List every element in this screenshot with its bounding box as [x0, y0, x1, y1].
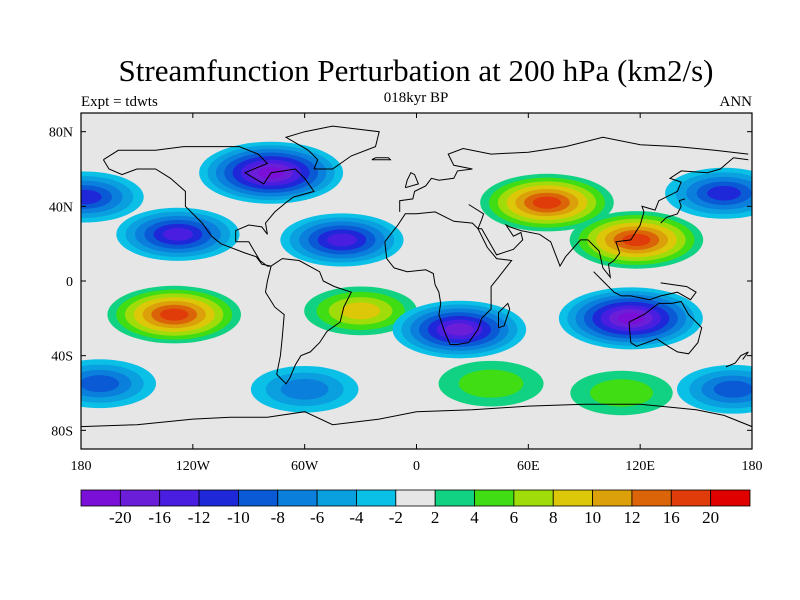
colorbar: -20 -16 -12 -10 -8 -6 -4 -2 2 4 6 8 10 12 16 20 — [80, 489, 751, 527]
colorbar-swatch — [513, 489, 554, 507]
x-tick-label: 60W — [291, 459, 319, 474]
field-feature — [392, 300, 527, 359]
colorbar-swatch — [238, 489, 279, 507]
colorbar-swatch — [277, 489, 318, 507]
y-tick-label: 0 — [66, 275, 73, 290]
coastline — [660, 198, 686, 224]
field-contour — [707, 185, 741, 201]
chart-title: Streamfunction Perturbation at 200 hPa (… — [119, 53, 714, 88]
field-contour — [81, 189, 102, 205]
colorbar-swatch — [316, 489, 357, 507]
colorbar-label: -8 — [271, 508, 285, 527]
colorbar-label: -4 — [349, 508, 364, 527]
colorbar-label: -2 — [389, 508, 403, 527]
y-tick-label: 40N — [49, 200, 73, 215]
colorbar-swatch — [159, 489, 200, 507]
colorbar-swatch — [119, 489, 161, 507]
coastline — [498, 302, 511, 329]
colorbar-label: 6 — [510, 508, 519, 527]
field-feature — [480, 173, 614, 232]
x-tick-label: 60E — [517, 459, 540, 474]
y-tick-label: 80N — [49, 126, 73, 141]
field-contour — [81, 375, 120, 393]
coastline — [628, 300, 703, 355]
field-contour — [445, 323, 474, 336]
field-feature — [304, 286, 417, 336]
y-tick-label: 80S — [51, 424, 73, 439]
colorbar-label: 2 — [431, 508, 440, 527]
field-feature — [116, 207, 240, 261]
field-contour — [160, 308, 189, 321]
field-contour — [458, 369, 524, 398]
field-feature — [570, 370, 673, 416]
colorbar-label: -16 — [148, 508, 171, 527]
coastline — [468, 157, 749, 280]
field-feature — [665, 167, 752, 219]
colorbar-swatch — [198, 489, 239, 507]
x-tick-label: 120W — [176, 459, 211, 474]
field-contour — [532, 196, 562, 209]
colorbar-swatch — [670, 489, 712, 507]
colorbar-swatch — [434, 489, 475, 507]
coastline — [399, 136, 749, 212]
field-feature — [107, 285, 241, 344]
colorbar-swatch — [474, 489, 515, 507]
colorbar-label: 16 — [663, 508, 680, 527]
field-contour — [713, 380, 752, 398]
colorbar-swatch — [395, 489, 436, 507]
x-tick-label: 0 — [413, 459, 420, 474]
field-contour — [590, 379, 654, 407]
field-contour — [163, 227, 193, 241]
colorbar-label: 4 — [470, 508, 479, 527]
y-tick-label: 40S — [51, 350, 73, 365]
colorbar-label: 8 — [549, 508, 558, 527]
colorbar-label: 20 — [702, 508, 719, 527]
coastline — [404, 172, 420, 189]
subtitle: 018kyr BP — [384, 90, 449, 106]
field-feature — [81, 359, 157, 409]
field-feature — [81, 171, 144, 223]
field-feature — [569, 211, 704, 269]
field-contour — [280, 378, 329, 400]
y-axis: 80N 40N 0 40S 80S — [49, 126, 752, 439]
colorbar-swatch — [631, 489, 672, 507]
colorbar-swatch — [552, 489, 593, 507]
coastline — [81, 403, 752, 428]
x-tick-label: 120E — [625, 459, 655, 474]
field-contour — [327, 233, 357, 247]
colorbar-swatch — [356, 489, 397, 507]
colorbar-label: -12 — [188, 508, 211, 527]
field-contour — [340, 302, 381, 320]
x-axis: 180 120W 60W 0 60E 120E 180 — [71, 113, 763, 474]
coastline — [593, 271, 697, 301]
coastline — [264, 258, 353, 385]
colorbar-label: 10 — [584, 508, 601, 527]
colorbar-label: -20 — [109, 508, 132, 527]
colorbar-swatch — [592, 489, 633, 507]
field-feature — [558, 287, 703, 350]
colorbar-swatch — [80, 489, 121, 507]
field-contour — [622, 233, 651, 247]
coastline — [725, 351, 749, 368]
left-label: Expt = tdwts — [81, 94, 158, 110]
field-feature — [280, 213, 404, 267]
coastlines — [81, 125, 752, 428]
colorbar-label: -6 — [310, 508, 324, 527]
colorbar-label: -10 — [227, 508, 250, 527]
colorbar-label: 12 — [623, 508, 640, 527]
coastline — [371, 157, 392, 161]
coastline — [284, 125, 380, 170]
right-label: ANN — [720, 94, 753, 110]
x-tick-label: 180 — [742, 459, 763, 474]
field-feature — [438, 360, 544, 407]
field-feature — [676, 364, 752, 414]
x-tick-label: 180 — [71, 459, 92, 474]
coastline — [102, 146, 315, 267]
colorbar-swatch — [710, 489, 751, 507]
field-contour — [617, 312, 645, 325]
field-feature — [250, 365, 359, 413]
coastline — [384, 211, 513, 345]
